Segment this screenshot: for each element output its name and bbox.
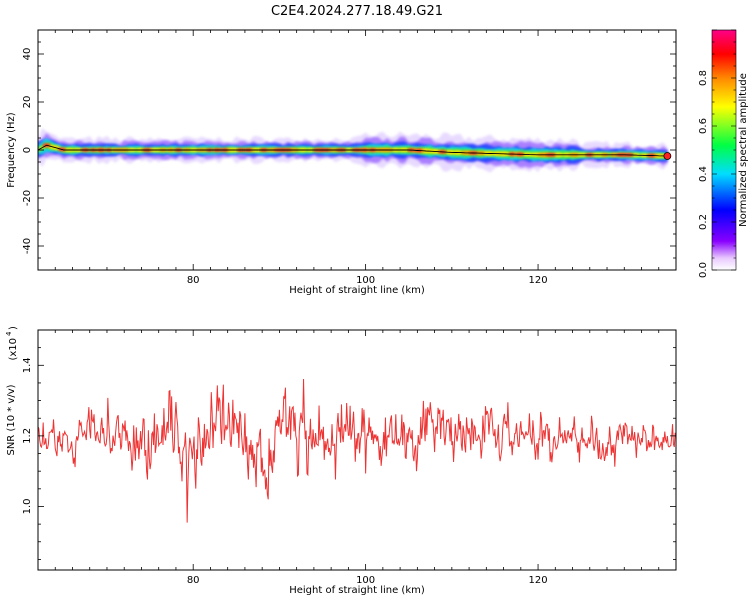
x-tick-label: 120 — [529, 275, 548, 286]
snr-frame — [37, 329, 677, 571]
y-tick-label: -40 — [22, 238, 33, 254]
y-tick-label: 1.2 — [22, 428, 33, 444]
snr-exponent-power: 4 — [5, 331, 13, 336]
y-tick-label: 1.0 — [22, 499, 33, 515]
spectrogram-ridge-line — [38, 144, 668, 157]
colorbar-tick-label: 0.2 — [698, 214, 709, 230]
x-tick-label: 80 — [187, 575, 200, 586]
snr-exponent-close: ) — [8, 326, 19, 330]
chart-title: C2E4.2024.277.18.49.G21 — [271, 4, 443, 19]
colorbar-label: Normalized spectral amplitude — [738, 73, 749, 227]
x-tick-label: 100 — [356, 275, 375, 286]
snr-exponent: (x10 4 ) — [5, 326, 19, 361]
x-tick-label: 100 — [356, 575, 375, 586]
spectrogram-panel: 80 100 120 40 20 0 -20 -40 Height of straight … — [6, 29, 677, 296]
colorbar-tick-label: 0.6 — [698, 118, 709, 134]
x-tick-label: 80 — [187, 275, 200, 286]
ridge-end-marker — [663, 152, 672, 160]
spectrogram-y-label: Frequency (Hz) — [6, 112, 17, 188]
snr-panel: 80 100 120 1.4 1.2 1.0 Height of straight li… — [5, 326, 677, 596]
snr-series-line — [38, 378, 676, 523]
snr-y-ticks: 1.4 1.2 1.0 — [22, 329, 676, 560]
snr-x-label: Height of straight line (km) — [289, 585, 425, 596]
colorbar-ticks: 0.0 0.2 0.4 0.6 0.8 — [698, 29, 736, 278]
spectrogram-y-ticks: 40 20 0 -20 -40 — [22, 29, 676, 271]
colorbar: 0.0 0.2 0.4 0.6 0.8 Normalized spectral ampl… — [698, 29, 749, 278]
snr-x-ticks: 80 100 120 — [37, 330, 677, 586]
spectrogram-x-label: Height of straight line (km) — [289, 285, 425, 296]
y-tick-label: 40 — [22, 48, 33, 61]
y-tick-label: 20 — [22, 96, 33, 109]
spectrogram-heatmap — [38, 128, 672, 173]
colorbar-tick-label: 0.0 — [698, 262, 709, 278]
colorbar-gradient — [711, 29, 737, 271]
snr-y-label: SNR (10 * v/v) — [6, 384, 17, 455]
colorbar-tick-label: 0.4 — [698, 166, 709, 182]
snr-exponent-base: (x10 — [8, 338, 19, 361]
y-tick-label: 0 — [22, 147, 33, 153]
colorbar-tick-label: 0.8 — [698, 70, 709, 86]
y-tick-label: -20 — [22, 190, 33, 206]
spectrogram-x-ticks: 80 100 120 — [37, 30, 677, 286]
x-tick-label: 120 — [529, 575, 548, 586]
y-tick-label: 1.4 — [22, 357, 33, 373]
